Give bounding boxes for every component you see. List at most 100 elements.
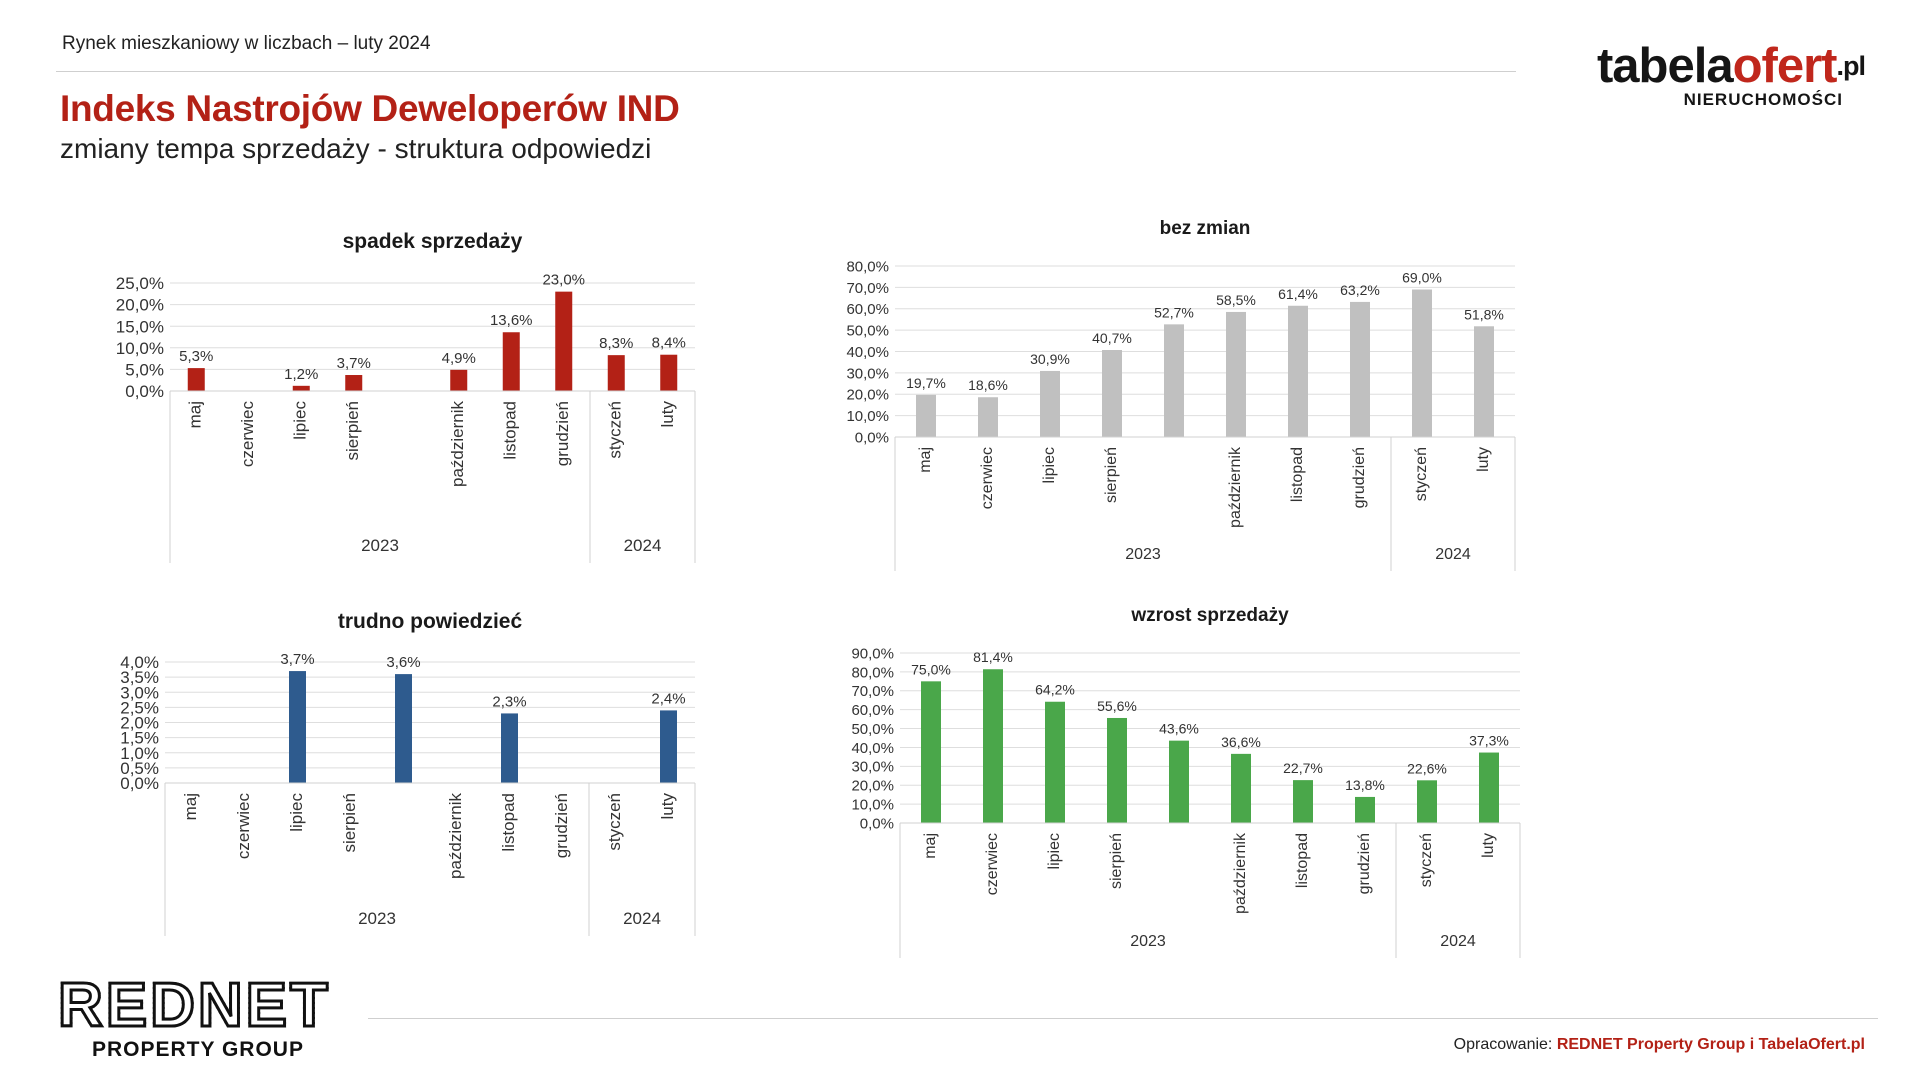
data-label: 37,3% [1469, 733, 1509, 749]
year-label: 2024 [623, 909, 661, 928]
y-tick-label: 40,0% [851, 740, 894, 757]
y-tick-label: 5,0% [125, 361, 164, 380]
category-label: październik [1227, 446, 1244, 528]
y-tick-label: 80,0% [846, 258, 889, 275]
bar [1045, 701, 1065, 823]
tabelaofert-logo: tabelaofert.pl NIERUCHOMOŚCI [1525, 39, 1866, 110]
y-tick-label: 10,0% [846, 408, 889, 425]
data-label: 13,8% [1345, 777, 1385, 793]
category-label: maj [922, 833, 939, 859]
bar [1231, 753, 1251, 823]
bar [1102, 350, 1122, 437]
category-label: czerwiec [238, 401, 257, 468]
category-label: lipiec [1041, 447, 1058, 483]
data-label: 22,7% [1283, 760, 1323, 776]
bar [502, 332, 520, 391]
category-label: sierpień [1108, 833, 1125, 889]
bar [660, 710, 677, 783]
data-label: 3,7% [280, 651, 314, 668]
data-label: 69,0% [1402, 270, 1442, 286]
chart-svg: trudno powiedzieć 0,0%0,5%1,0%1,5%2,0%2,5… [120, 610, 696, 936]
footer-divider [368, 1018, 1878, 1019]
bar [345, 375, 363, 391]
y-tick-label: 20,0% [846, 387, 889, 404]
y-tick-label: 70,0% [846, 280, 889, 297]
y-tick-label: 50,0% [846, 323, 889, 340]
category-label: grudzień [552, 793, 571, 858]
data-label: 8,4% [652, 335, 686, 352]
logo-wordmark: tabelaofert.pl [1596, 39, 1866, 93]
logo-tagline: NIERUCHOMOŚCI [1683, 90, 1843, 109]
y-tick-label: 70,0% [851, 683, 894, 700]
category-label: luty [1475, 447, 1492, 472]
bar [1288, 305, 1308, 437]
chart-svg: wzrost sprzedaży 0,0%10,0% 20,0% 30,0% 40,0%… [851, 605, 1521, 958]
y-tick-label: 0,0% [120, 774, 159, 793]
category-label: maj [917, 447, 934, 473]
bar [607, 355, 625, 391]
year-label: 2023 [361, 536, 399, 555]
y-tick-label: 80,0% [851, 664, 894, 681]
y-tick-label: 10,0% [851, 797, 894, 814]
y-tick-label: 10,0% [116, 339, 164, 358]
year-label: 2024 [1440, 933, 1476, 950]
data-label: 58,5% [1216, 292, 1256, 308]
chart-title: bez zmian [1160, 218, 1251, 239]
y-tick-label: 50,0% [851, 721, 894, 738]
chart-trudno-powiedziec: trudno powiedzieć 0,0% 0,5% 1,0% 1,5% 2,0% 2,5… [75, 606, 725, 946]
category-label: październik [448, 401, 467, 487]
y-tick-label: 25,0% [116, 274, 164, 293]
category-label: styczeń [606, 401, 625, 459]
y-tick-label: 20,0% [116, 296, 164, 315]
bar [1479, 752, 1499, 823]
bar [289, 671, 306, 783]
y-tick-label: 0,0% [125, 382, 164, 401]
y-tick-label: 60,0% [846, 301, 889, 318]
report-heading: Rynek mieszkaniowy w liczbach – luty 202… [62, 33, 431, 54]
category-label: listopad [1289, 447, 1306, 502]
header-divider [56, 71, 1516, 72]
bar [1350, 301, 1370, 437]
category-label: grudzień [1356, 833, 1373, 894]
data-label: 13,6% [490, 312, 533, 329]
data-label: 2,4% [651, 690, 685, 707]
category-label: luty [658, 401, 677, 428]
data-label: 51,8% [1464, 306, 1504, 322]
year-label: 2023 [1130, 933, 1166, 950]
bar [1474, 326, 1494, 437]
rednet-tagline: PROPERTY GROUP [92, 1038, 304, 1061]
category-label: lipiec [287, 793, 306, 832]
data-label: 81,4% [973, 649, 1013, 665]
data-label: 36,6% [1221, 734, 1261, 750]
y-tick-label: 0,0% [855, 429, 889, 446]
data-label: 19,7% [906, 375, 946, 391]
category-label: czerwiec [984, 833, 1001, 895]
bar [983, 669, 1003, 823]
data-label: 55,6% [1097, 698, 1137, 714]
y-tick-label: 30,0% [846, 365, 889, 382]
bar [292, 385, 310, 391]
category-label: listopad [501, 401, 520, 460]
data-label: 4,9% [442, 350, 476, 367]
y-tick-label: 2,0% [120, 714, 159, 733]
y-tick-label: 0,5% [120, 759, 159, 778]
y-tick-label: 90,0% [851, 645, 894, 662]
bar [921, 681, 941, 823]
category-label: listopad [1294, 833, 1311, 888]
category-label: luty [1480, 833, 1497, 858]
bar [187, 368, 205, 391]
category-label: maj [181, 793, 200, 820]
data-label: 30,9% [1030, 351, 1070, 367]
chart-wzrost-sprzedazy: wzrost sprzedaży 0,0% 10,0% 20,0% 30,0% 40,0%… [805, 603, 1521, 963]
category-label: grudzień [1351, 447, 1368, 508]
y-tick-label: 4,0% [120, 653, 159, 672]
y-tick-label: 15,0% [116, 317, 164, 336]
category-label: sierpień [343, 401, 362, 461]
bar [1164, 324, 1184, 437]
bar [1412, 289, 1432, 437]
category-label: lipiec [291, 401, 310, 440]
data-label: 75,0% [911, 661, 951, 677]
category-label: styczeń [1418, 833, 1435, 887]
data-label: 1,2% [284, 366, 318, 383]
bar [1417, 780, 1437, 823]
